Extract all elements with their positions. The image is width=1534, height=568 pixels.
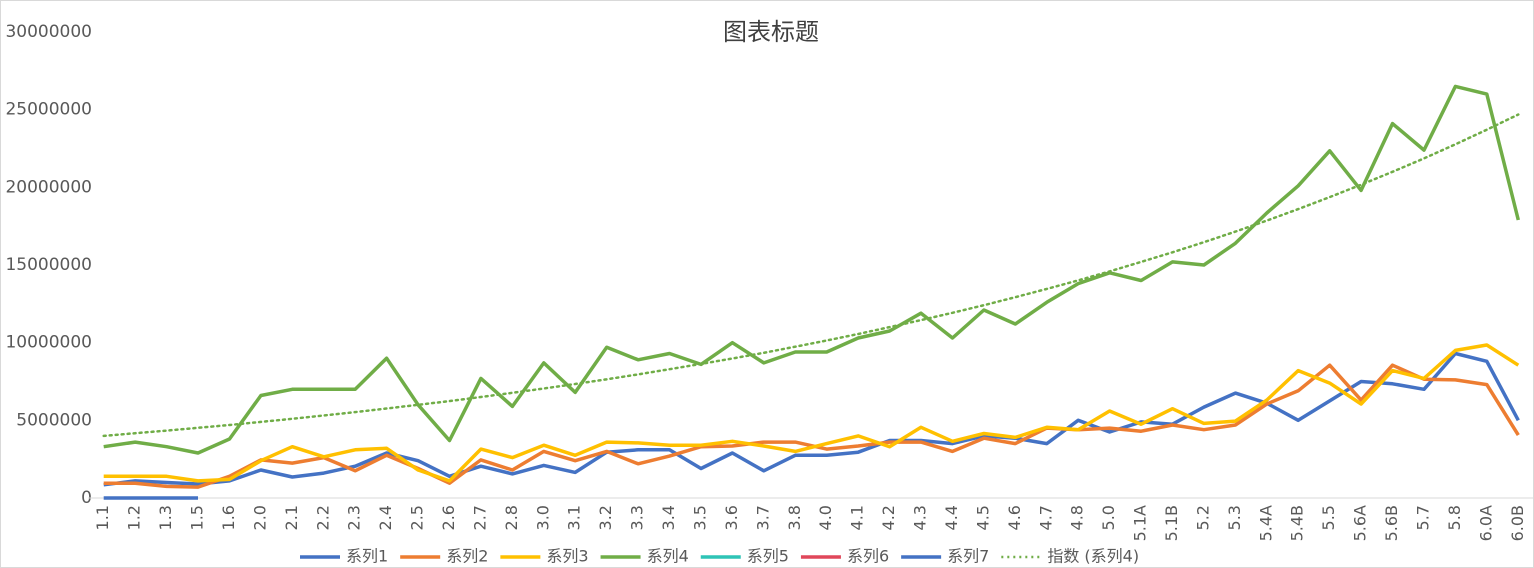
legend-label: 系列2 xyxy=(446,547,488,566)
x-tick-label: 2.2 xyxy=(313,505,332,530)
x-tick-label: 2.1 xyxy=(282,505,301,530)
y-tick-label: 30000000 xyxy=(5,22,92,42)
x-tick-label: 5.7 xyxy=(1413,505,1432,530)
x-tick-label: 3.3 xyxy=(628,505,647,530)
x-tick-label: 4.7 xyxy=(1036,505,1055,530)
x-tick-label: 4.6 xyxy=(1005,505,1024,530)
legend-label: 系列7 xyxy=(947,547,989,566)
y-tick-label: 15000000 xyxy=(5,255,92,275)
series-line xyxy=(103,343,1520,483)
y-tick-label: 5000000 xyxy=(16,410,92,430)
legend-label: 系列4 xyxy=(647,547,689,566)
x-tick-label: 2.6 xyxy=(439,505,458,530)
x-tick-label: 1.1 xyxy=(93,505,112,530)
x-tick-label: 3.1 xyxy=(565,505,584,530)
series-line xyxy=(103,363,1520,489)
x-tick-label: 5.8 xyxy=(1445,505,1464,530)
x-tick-label: 4.0 xyxy=(816,505,835,530)
x-tick-label: 5.5 xyxy=(1319,505,1338,530)
x-tick-label: 4.5 xyxy=(973,505,992,530)
x-tick-label: 3.0 xyxy=(533,505,552,530)
x-tick-label: 3.6 xyxy=(722,505,741,530)
x-tick-label: 2.8 xyxy=(502,505,521,530)
x-tick-label: 2.0 xyxy=(250,505,269,530)
x-tick-label: 5.1A xyxy=(1131,505,1150,541)
x-tick-label: 1.3 xyxy=(156,505,175,530)
x-tick-label: 4.1 xyxy=(848,505,867,530)
legend-label: 系列5 xyxy=(747,547,789,566)
x-tick-label: 1.5 xyxy=(188,505,207,530)
x-tick-label: 5.3 xyxy=(1225,505,1244,530)
x-tick-label: 5.6A xyxy=(1351,505,1370,541)
y-tick-label: 0 xyxy=(81,488,92,508)
x-tick-label: 2.3 xyxy=(345,505,364,530)
y-tick-label: 10000000 xyxy=(5,333,92,353)
x-tick-label: 3.5 xyxy=(690,505,709,530)
legend-label: 系列1 xyxy=(346,547,388,566)
legend-label: 指数 (系列4) xyxy=(1047,547,1139,566)
x-tick-label: 3.8 xyxy=(785,505,804,530)
legend-label: 系列6 xyxy=(847,547,889,566)
x-tick-label: 3.4 xyxy=(659,505,678,530)
y-tick-label: 25000000 xyxy=(5,100,92,120)
legend-label: 系列3 xyxy=(546,547,588,566)
trend-line xyxy=(102,113,1520,438)
y-tick-label: 20000000 xyxy=(5,177,92,197)
x-tick-label: 2.5 xyxy=(408,505,427,530)
series-line xyxy=(103,84,1520,455)
x-tick-label: 4.4 xyxy=(942,505,961,530)
x-tick-label: 5.1B xyxy=(1162,505,1181,541)
x-tick-label: 3.7 xyxy=(753,505,772,530)
x-tick-label: 2.4 xyxy=(376,505,395,530)
x-tick-label: 4.2 xyxy=(879,505,898,530)
x-tick-label: 6.0A xyxy=(1476,505,1495,541)
x-tick-label: 3.2 xyxy=(596,505,615,530)
x-tick-label: 5.4A xyxy=(1256,505,1275,541)
x-tick-label: 2.7 xyxy=(470,505,489,530)
series-line xyxy=(103,351,1520,487)
x-tick-label: 5.2 xyxy=(1193,505,1212,530)
x-tick-label: 5.4B xyxy=(1288,505,1307,541)
x-tick-label: 4.8 xyxy=(1068,505,1087,530)
x-tick-label: 1.6 xyxy=(219,505,238,530)
x-tick-label: 5.6B xyxy=(1382,505,1401,541)
x-tick-label: 5.0 xyxy=(1099,505,1118,530)
x-tick-label: 6.0B xyxy=(1508,505,1527,541)
x-tick-label: 4.3 xyxy=(911,505,930,530)
x-tick-label: 1.2 xyxy=(125,505,144,530)
chart-title: 图表标题 xyxy=(723,18,819,46)
